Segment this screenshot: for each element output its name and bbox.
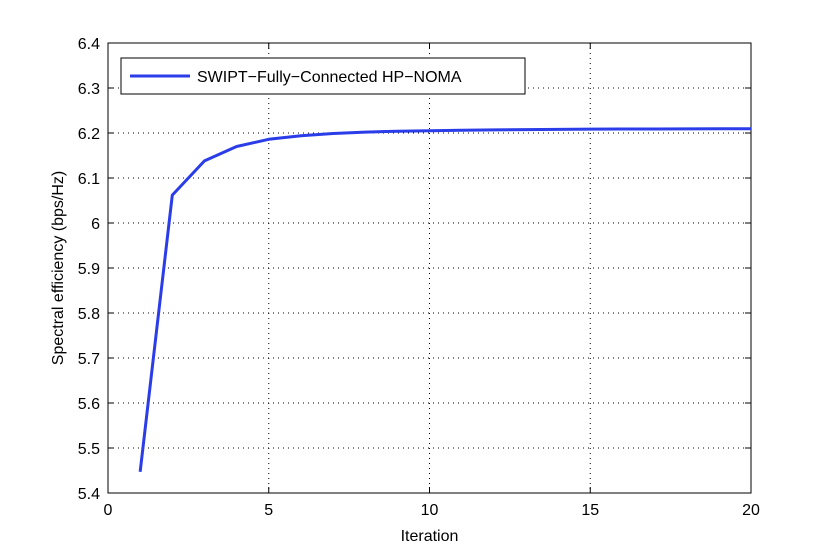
y-tick-label: 6.2	[78, 126, 100, 143]
y-tick-label: 5.6	[78, 396, 100, 413]
legend: SWIPT−Fully−Connected HP−NOMA	[120, 57, 526, 95]
x-axis-label: Iteration	[401, 528, 459, 545]
grid-lines	[108, 43, 751, 493]
y-tick-label: 6.1	[78, 171, 100, 188]
series-layer	[138, 127, 752, 473]
x-tick-label: 10	[421, 502, 439, 519]
y-tick-label: 5.8	[78, 306, 100, 323]
x-tick-label: 0	[104, 502, 113, 519]
y-axis-label: Spectral efficiency (bps/Hz)	[50, 171, 67, 365]
y-tick-label: 5.5	[78, 441, 100, 458]
x-tick-label: 20	[742, 502, 760, 519]
legend-entry: SWIPT−Fully−Connected HP−NOMA	[197, 69, 462, 86]
y-tick-labels: 5.4 5.5 5.6 5.7 5.8 5.9 6 6.1 6.2 6.3 6.4	[78, 36, 100, 503]
series-line	[138, 127, 752, 473]
y-tick-label: 5.4	[78, 486, 100, 503]
x-tick-label: 5	[264, 502, 273, 519]
axis-ticks	[107, 42, 752, 494]
y-tick-label: 6.3	[78, 81, 100, 98]
x-tick-label: 15	[581, 502, 599, 519]
x-tick-labels: 0 5 10 15 20	[104, 502, 760, 519]
y-tick-label: 5.9	[78, 261, 100, 278]
y-tick-label: 5.7	[78, 351, 100, 368]
y-tick-label: 6.4	[78, 36, 100, 53]
y-tick-label: 6	[91, 216, 100, 233]
